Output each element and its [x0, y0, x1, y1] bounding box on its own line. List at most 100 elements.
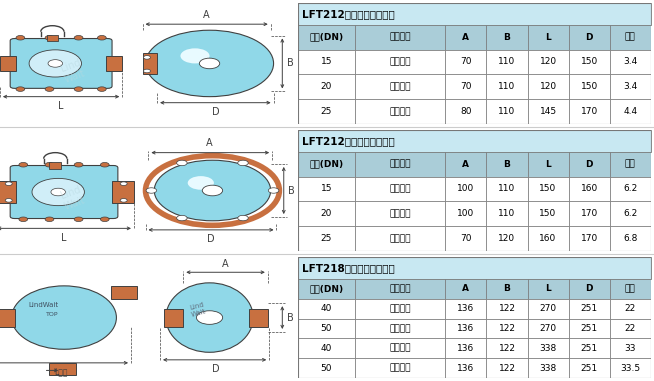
- Bar: [112, 181, 134, 203]
- Text: D: D: [207, 234, 215, 245]
- Text: 重量: 重量: [625, 284, 636, 293]
- Bar: [610, 226, 651, 251]
- Text: 33: 33: [625, 344, 636, 353]
- Text: 136: 136: [457, 324, 475, 333]
- Bar: [298, 257, 651, 279]
- Text: 螺纹连接: 螺纹连接: [390, 82, 411, 91]
- Text: 33.5: 33.5: [620, 363, 640, 373]
- Text: Lind
Wait: Lind Wait: [189, 302, 207, 318]
- Text: 6.2: 6.2: [623, 184, 637, 194]
- Text: A: A: [222, 259, 229, 269]
- Circle shape: [48, 60, 63, 67]
- Bar: [610, 74, 651, 99]
- Circle shape: [19, 162, 27, 167]
- Text: 160: 160: [581, 184, 598, 194]
- Text: 145: 145: [540, 107, 557, 116]
- Bar: [355, 226, 445, 251]
- Bar: [298, 130, 651, 152]
- Circle shape: [143, 69, 150, 73]
- Text: 重量: 重量: [625, 33, 636, 42]
- Text: 338: 338: [540, 344, 557, 353]
- Bar: [528, 226, 568, 251]
- Text: 40: 40: [320, 344, 332, 353]
- Text: 110: 110: [498, 82, 515, 91]
- Bar: [528, 299, 568, 319]
- Text: 170: 170: [581, 209, 598, 218]
- Bar: [445, 299, 487, 319]
- Bar: [445, 202, 487, 226]
- Circle shape: [51, 188, 65, 196]
- Bar: [528, 99, 568, 124]
- Text: 法兰连接: 法兰连接: [390, 234, 411, 243]
- Bar: [445, 226, 487, 251]
- Text: L: L: [545, 160, 551, 169]
- Circle shape: [101, 162, 109, 167]
- Bar: [298, 50, 355, 74]
- Bar: [610, 279, 651, 299]
- Bar: [610, 299, 651, 319]
- Text: 100: 100: [457, 184, 475, 194]
- Text: LFT218浮球式蒸汽疏水阀: LFT218浮球式蒸汽疏水阀: [301, 263, 394, 273]
- Circle shape: [5, 182, 12, 186]
- Text: 6.8: 6.8: [623, 234, 638, 243]
- Circle shape: [202, 185, 222, 196]
- Text: 122: 122: [498, 363, 515, 373]
- Circle shape: [16, 87, 25, 91]
- Text: 150: 150: [540, 209, 557, 218]
- Circle shape: [177, 160, 187, 166]
- Circle shape: [120, 182, 127, 186]
- Bar: [355, 74, 445, 99]
- Circle shape: [177, 215, 187, 221]
- Bar: [568, 319, 610, 338]
- Text: A: A: [206, 138, 213, 148]
- Text: LindWait: LindWait: [29, 303, 59, 309]
- Text: 122: 122: [498, 324, 515, 333]
- Circle shape: [181, 48, 209, 64]
- Text: 100: 100: [457, 209, 475, 218]
- Bar: [445, 338, 487, 358]
- Text: A: A: [462, 33, 470, 42]
- Bar: [487, 152, 528, 176]
- Bar: [355, 25, 445, 50]
- Bar: [298, 99, 355, 124]
- Bar: [487, 299, 528, 319]
- Bar: [298, 299, 355, 319]
- Text: Lind
Wait: Lind Wait: [59, 57, 86, 85]
- Text: B: B: [288, 186, 295, 195]
- Text: 22: 22: [625, 324, 636, 333]
- Text: 338: 338: [540, 363, 557, 373]
- Text: B: B: [504, 160, 510, 169]
- Bar: [610, 358, 651, 378]
- Bar: [528, 25, 568, 50]
- Ellipse shape: [166, 283, 253, 352]
- Text: B: B: [286, 312, 294, 323]
- Bar: [298, 3, 651, 25]
- Circle shape: [146, 188, 156, 193]
- Bar: [528, 50, 568, 74]
- Bar: [568, 99, 610, 124]
- Text: D: D: [585, 33, 593, 42]
- Text: 15: 15: [320, 184, 332, 194]
- Bar: [355, 152, 445, 176]
- Circle shape: [45, 87, 54, 91]
- Circle shape: [74, 35, 83, 40]
- Bar: [445, 99, 487, 124]
- Bar: [610, 319, 651, 338]
- Text: 螺纹连接: 螺纹连接: [390, 58, 411, 66]
- Text: 3.4: 3.4: [623, 58, 637, 66]
- Circle shape: [154, 160, 271, 221]
- Bar: [568, 25, 610, 50]
- Bar: [610, 50, 651, 74]
- Bar: [298, 152, 355, 176]
- Text: 20: 20: [320, 82, 332, 91]
- Bar: [487, 202, 528, 226]
- Bar: [445, 319, 487, 338]
- Bar: [164, 309, 183, 327]
- Text: 螺纹连接: 螺纹连接: [390, 324, 411, 333]
- Circle shape: [45, 217, 54, 221]
- Bar: [610, 25, 651, 50]
- Text: 连接方式: 连接方式: [390, 284, 411, 293]
- Circle shape: [97, 35, 106, 40]
- Ellipse shape: [12, 286, 116, 349]
- Bar: [355, 358, 445, 378]
